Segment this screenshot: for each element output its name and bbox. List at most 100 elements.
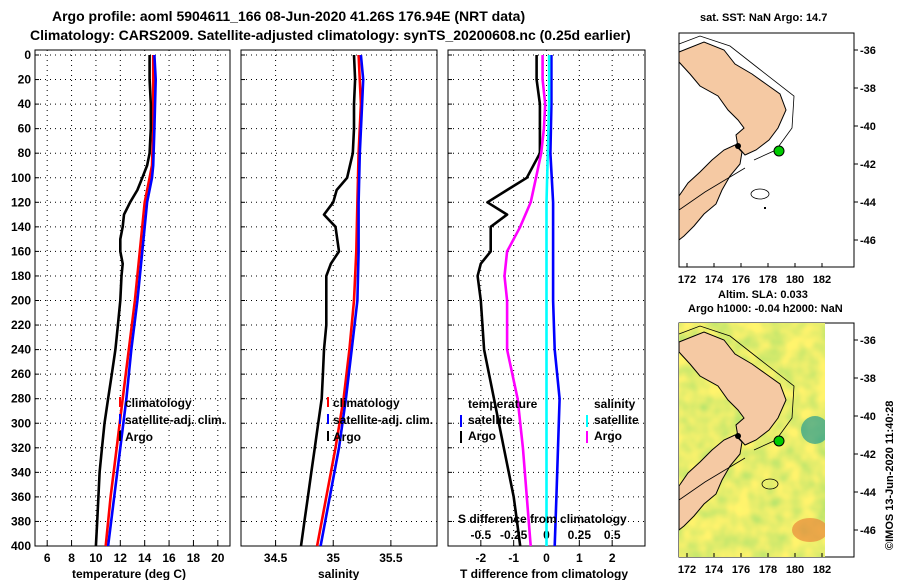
difference-panel: -2 -1 0 1 2 -0.5 -0.25 0 0.25 0.5 S difference f… [447, 49, 646, 580]
lon-tick-label: 182 [813, 274, 831, 286]
depth-tick-label: 140 [11, 220, 31, 234]
series-salinity-argo [503, 55, 547, 547]
lat-tick-label: -38 [860, 373, 876, 385]
salinity-series [299, 54, 365, 547]
lon-tick-label: 172 [678, 274, 696, 286]
depth-tick-label: 340 [11, 465, 31, 479]
lat-tick-label: -46 [860, 525, 876, 537]
legend-t-argo: Argo [468, 429, 496, 443]
lon-tick-label: 174 [705, 274, 724, 286]
temperature-legend: climatology satellite-adj. clim. Argo [119, 396, 225, 444]
depth-tick-label: 400 [11, 539, 31, 553]
depth-tick-label: 20 [18, 73, 32, 87]
salinity-panel: 34.5 35 35.5 salinity climatology satellit… [240, 49, 438, 580]
lat-tick-label: -38 [860, 83, 876, 95]
sst-map-latitude-labels: -36 -38 -40 -42 -44 -46 [854, 45, 877, 247]
lat-tick-label: -40 [860, 411, 876, 423]
sla-map-title-1: Altim. SLA: 0.033 [718, 289, 808, 301]
lon-tick-label: 176 [732, 274, 750, 286]
depth-tick-label: 60 [18, 122, 32, 136]
islet [764, 207, 766, 209]
temperature-series [94, 54, 157, 547]
depth-tick-label: 300 [11, 416, 31, 430]
t-difference-tick-labels: -2 -1 0 1 2 [475, 551, 615, 565]
sst-map: sat. SST: NaN Argo: 14.7 -36 -38 -40 -42 -44… [678, 12, 877, 286]
salinity-xlabel: salinity [318, 567, 360, 580]
series-temperature-argo [476, 55, 542, 547]
x-tick-label: 35.5 [379, 551, 403, 565]
temperature-axes [34, 49, 231, 547]
depth-tick-label: 240 [11, 343, 31, 357]
s-difference-tick-label: -0.5 [470, 528, 491, 542]
sla-low-eddy [801, 416, 825, 444]
s-difference-tick-label: -0.25 [500, 528, 528, 542]
depth-tick-label: 280 [11, 392, 31, 406]
difference-series [476, 55, 561, 547]
legend-argo: Argo [125, 430, 153, 444]
depth-tick-label: 40 [18, 97, 32, 111]
lat-tick-label: -42 [860, 449, 876, 461]
lat-tick-label: -46 [860, 235, 876, 247]
depth-tick-label: 180 [11, 269, 31, 283]
north-island [678, 331, 787, 446]
legend-s-satellite: satellite [594, 413, 639, 427]
x-tick-label: 16 [162, 551, 176, 565]
salinity-tick-labels: 34.5 35 35.5 [264, 551, 403, 565]
legend-temperature-title: temperature [468, 397, 538, 411]
wellington-marker [735, 143, 741, 149]
salinity-legend: climatology satellite-adj. clim. Argo [327, 396, 433, 444]
legend-t-satellite: satellite [468, 413, 513, 427]
lon-tick-label: 178 [759, 274, 777, 286]
x-tick-label: 18 [187, 551, 201, 565]
lon-tick-label: 172 [678, 564, 696, 576]
chatham-rise-contour [761, 478, 779, 490]
lat-tick-label: -36 [860, 45, 876, 57]
x-tick-label: 12 [114, 551, 128, 565]
salinity-grid [241, 50, 437, 547]
s-difference-tick-label: 0.5 [604, 528, 621, 542]
depth-tick-label: 100 [11, 171, 31, 185]
depth-tick-label: 200 [11, 294, 31, 308]
x-tick-label: 0 [543, 551, 550, 565]
x-tick-label: 1 [576, 551, 583, 565]
x-tick-label: 35 [327, 551, 341, 565]
lat-tick-label: -40 [860, 121, 876, 133]
x-tick-label: 20 [211, 551, 225, 565]
x-tick-label: -1 [508, 551, 519, 565]
x-tick-label: 10 [89, 551, 103, 565]
temperature-tick-labels: 6 8 10 12 14 16 18 20 [44, 551, 225, 565]
temperature-xlabel: temperature (deg C) [72, 567, 186, 580]
title-line-1: Argo profile: aoml 5904611_166 08-Jun-20… [52, 8, 525, 24]
legend-climatology: climatology [125, 396, 192, 410]
sst-map-longitude-labels: 172 174 176 178 180 182 [678, 263, 831, 286]
south-island [678, 144, 743, 242]
chatham-rise-contour [750, 188, 770, 200]
legend-satellite: satellite-adj. clim. [125, 413, 225, 427]
north-island [678, 41, 787, 156]
lat-tick-label: -36 [860, 335, 876, 347]
sst-map-title: sat. SST: NaN Argo: 14.7 [700, 12, 827, 24]
depth-tick-label: 220 [11, 318, 31, 332]
depth-tick-label: 320 [11, 441, 31, 455]
legend-satellite: satellite-adj. clim. [333, 413, 433, 427]
float-position-marker [773, 145, 785, 157]
lon-tick-label: 182 [813, 564, 831, 576]
t-difference-xlabel: T difference from climatology [460, 567, 628, 580]
x-tick-label: 6 [44, 551, 51, 565]
x-tick-label: 8 [68, 551, 75, 565]
series-satellite-adj-clim [106, 54, 157, 547]
depth-tick-label: 260 [11, 367, 31, 381]
sla-high-eddy [792, 518, 825, 542]
x-tick-label: 2 [609, 551, 616, 565]
credit-text: ©IMOS 13-Jun-2020 11:40:28 [884, 401, 896, 550]
x-tick-label: 34.5 [264, 551, 288, 565]
x-tick-label: -2 [475, 551, 486, 565]
depth-tick-label: 120 [11, 195, 31, 209]
wellington-marker [735, 433, 741, 439]
series-temperature-satellite [549, 55, 561, 547]
sla-map-title-2: Argo h1000: -0.04 h2000: NaN [688, 303, 843, 315]
legend-climatology: climatology [333, 396, 400, 410]
salinity-axes [240, 49, 438, 547]
legend-s-argo: Argo [594, 429, 622, 443]
